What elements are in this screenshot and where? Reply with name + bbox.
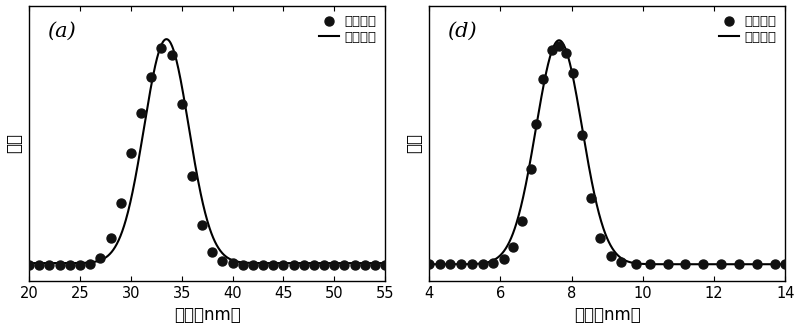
Point [733,262,746,267]
Point [298,263,310,268]
Text: (d): (d) [447,22,477,41]
Point [537,77,550,82]
Point [226,260,239,266]
Point [662,262,674,267]
Point [487,260,500,266]
Point [697,262,710,267]
Y-axis label: 计数: 计数 [406,133,423,153]
Point [594,236,606,241]
Point [778,262,791,267]
Point [422,262,435,267]
X-axis label: 高度（nm）: 高度（nm） [574,307,641,324]
Point [768,262,781,267]
Point [196,222,209,228]
Point [750,262,763,267]
Point [134,111,147,116]
Point [318,263,330,268]
Point [114,200,127,205]
Point [145,75,158,80]
Point [585,195,598,201]
Point [287,263,300,268]
Point [22,263,35,268]
Point [175,101,188,107]
Point [186,173,198,179]
Point [165,52,178,57]
Point [679,262,692,267]
Point [714,262,727,267]
Point [434,262,446,267]
Point [348,263,361,268]
Point [307,263,320,268]
Text: (a): (a) [47,22,76,41]
Point [328,263,341,268]
Point [43,263,56,268]
Point [155,46,168,51]
Point [257,263,270,268]
Point [615,259,628,265]
Point [378,263,391,268]
Point [54,263,66,268]
Point [576,133,589,138]
Point [515,218,528,223]
Point [466,262,478,267]
Point [506,245,519,250]
Point [553,43,566,49]
Point [216,258,229,264]
Point [236,263,249,268]
Point [358,263,371,268]
Y-axis label: 计数: 计数 [6,133,23,153]
Point [63,263,76,268]
Point [94,255,106,260]
Point [560,50,573,55]
Point [206,249,218,254]
Point [277,263,290,268]
Point [630,261,642,266]
Point [604,254,617,259]
Point [643,262,656,267]
Point [246,263,259,268]
Point [74,263,86,268]
Point [454,262,467,267]
Legend: 实验数据, 高斯模拟: 实验数据, 高斯模拟 [716,12,778,47]
X-axis label: 高度（nm）: 高度（nm） [174,307,241,324]
Point [524,166,537,172]
Point [33,263,46,268]
Point [369,263,382,268]
Point [125,151,138,156]
Point [84,262,97,267]
Point [546,48,558,53]
Point [104,236,117,241]
Point [338,263,351,268]
Legend: 实验数据, 高斯模拟: 实验数据, 高斯模拟 [316,12,378,47]
Point [530,122,542,127]
Point [444,262,457,267]
Point [476,262,489,267]
Point [267,263,280,268]
Point [567,70,580,75]
Point [498,256,510,261]
